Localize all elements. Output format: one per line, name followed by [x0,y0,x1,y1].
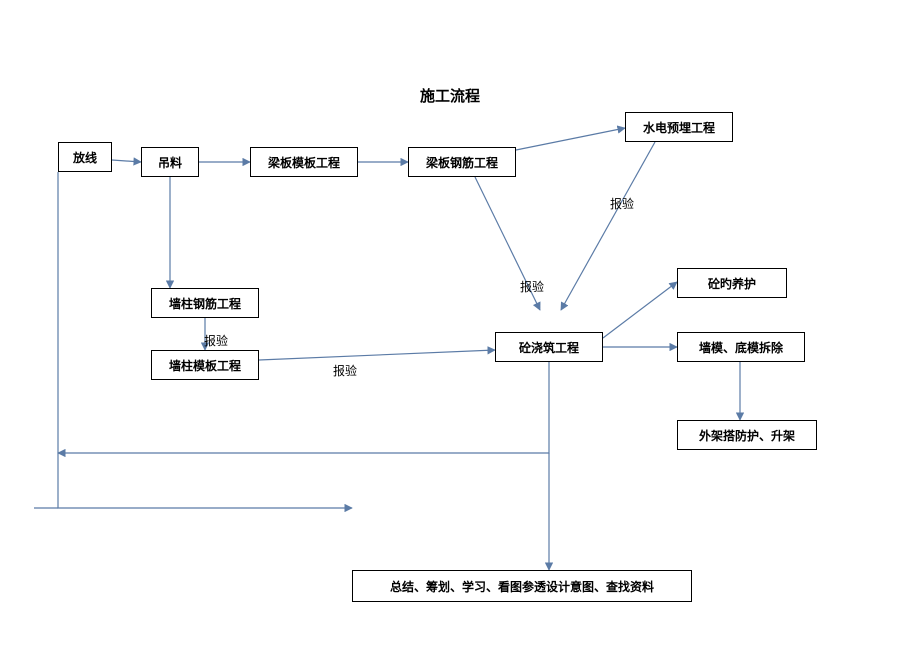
node-liangban-muban: 梁板模板工程 [250,147,358,177]
node-shuidian-yumai: 水电预埋工程 [625,112,733,142]
node-zongjie: 总结、筹划、学习、看图参透设计意图、查找资料 [352,570,692,602]
node-label: 外架搭防护、升架 [699,427,795,444]
node-label: 梁板钢筋工程 [426,154,498,171]
node-label: 砼浇筑工程 [519,339,579,356]
node-waijia-fanghu: 外架搭防护、升架 [677,420,817,450]
node-label: 吊料 [158,154,182,171]
node-label: 墙模、底模拆除 [699,339,783,356]
node-qiangzhu-gangjin: 墙柱钢筋工程 [151,288,259,318]
node-fangxian: 放线 [58,142,112,172]
node-diaoliao: 吊料 [141,147,199,177]
node-label: 放线 [73,149,97,166]
chart-title: 施工流程 [420,85,480,106]
edge-label-baoyan-3: 报验 [204,332,228,349]
node-label: 墙柱钢筋工程 [169,295,241,312]
node-label: 墙柱模板工程 [169,357,241,374]
node-label: 水电预埋工程 [643,119,715,136]
node-muban-chaichu: 墙模、底模拆除 [677,332,805,362]
flowchart-canvas: 施工流程 放线 吊料 梁板模板工程 梁板钢筋工程 水电预埋工程 墙柱钢筋工程 墙… [0,0,920,651]
node-label: 总结、筹划、学习、看图参透设计意图、查找资料 [390,578,654,595]
node-tong-jiaozhu: 砼浇筑工程 [495,332,603,362]
node-tong-yanghu: 砼旳养护 [677,268,787,298]
node-qiangzhu-muban: 墙柱模板工程 [151,350,259,380]
edge-label-baoyan-1: 报验 [610,195,634,212]
node-label: 梁板模板工程 [268,154,340,171]
edge-label-baoyan-2: 报验 [520,278,544,295]
node-liangban-gangjin: 梁板钢筋工程 [408,147,516,177]
node-label: 砼旳养护 [708,275,756,292]
edge-label-baoyan-4: 报验 [333,362,357,379]
